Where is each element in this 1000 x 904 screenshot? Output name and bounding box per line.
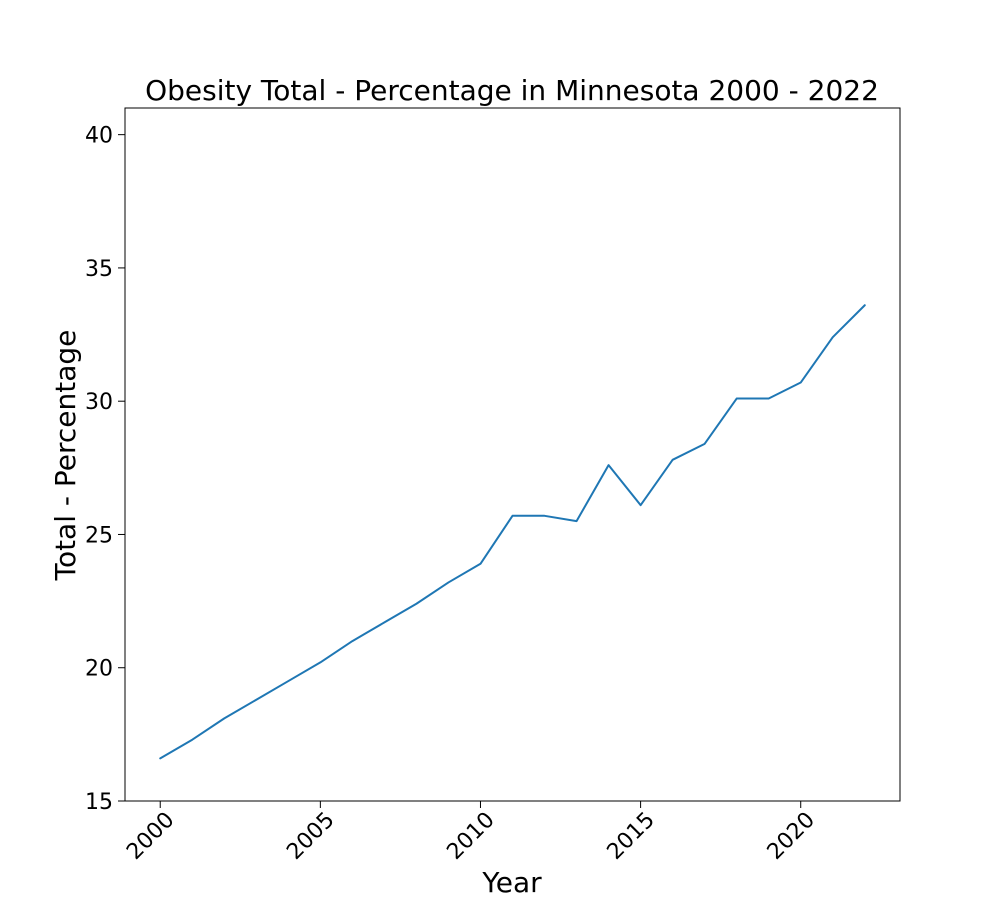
- y-tick-label: 20: [85, 657, 113, 682]
- y-axis-label: Total - Percentage: [49, 330, 82, 582]
- x-axis-label: Year: [481, 866, 542, 899]
- y-tick-label: 15: [85, 790, 113, 815]
- y-tick-label: 30: [85, 390, 113, 415]
- chart-title: Obesity Total - Percentage in Minnesota …: [145, 74, 879, 107]
- plot-frame: [124, 107, 901, 802]
- y-tick-label: 25: [85, 523, 113, 548]
- y-tick-label: 40: [85, 124, 113, 149]
- series-line-0: [159, 304, 866, 760]
- y-tick-label: 35: [85, 257, 113, 282]
